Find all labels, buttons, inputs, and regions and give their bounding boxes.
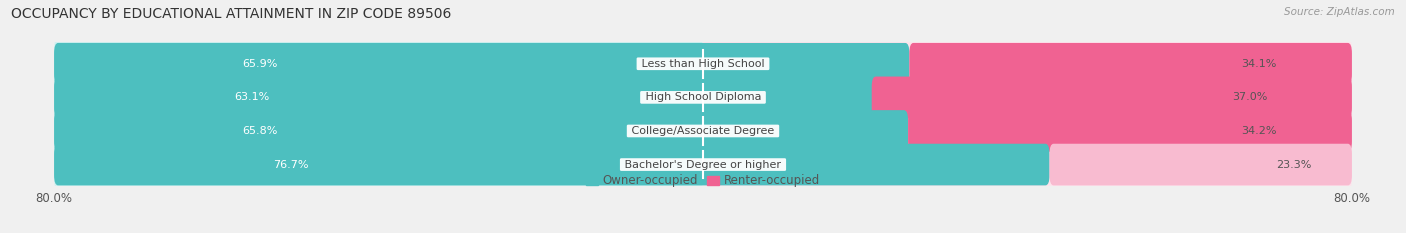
FancyBboxPatch shape [703,103,1353,158]
Legend: Owner-occupied, Renter-occupied: Owner-occupied, Renter-occupied [581,170,825,192]
FancyBboxPatch shape [53,144,1049,185]
FancyBboxPatch shape [910,43,1353,85]
FancyBboxPatch shape [53,36,703,91]
Text: Less than High School: Less than High School [638,59,768,69]
Text: Bachelor's Degree or higher: Bachelor's Degree or higher [621,160,785,170]
Text: 37.0%: 37.0% [1232,92,1267,102]
Text: OCCUPANCY BY EDUCATIONAL ATTAINMENT IN ZIP CODE 89506: OCCUPANCY BY EDUCATIONAL ATTAINMENT IN Z… [11,7,451,21]
Text: 65.8%: 65.8% [242,126,277,136]
Text: 63.1%: 63.1% [235,92,270,102]
FancyBboxPatch shape [53,137,703,192]
FancyBboxPatch shape [1049,144,1353,185]
FancyBboxPatch shape [53,103,703,158]
Text: 23.3%: 23.3% [1277,160,1312,170]
FancyBboxPatch shape [53,110,908,152]
Text: Source: ZipAtlas.com: Source: ZipAtlas.com [1284,7,1395,17]
FancyBboxPatch shape [703,137,1353,192]
Text: 76.7%: 76.7% [273,160,308,170]
FancyBboxPatch shape [703,36,1353,91]
Text: 65.9%: 65.9% [242,59,277,69]
Text: 34.2%: 34.2% [1241,126,1277,136]
Text: High School Diploma: High School Diploma [641,92,765,102]
FancyBboxPatch shape [908,110,1353,152]
FancyBboxPatch shape [53,77,873,118]
FancyBboxPatch shape [703,70,1353,125]
FancyBboxPatch shape [53,70,703,125]
Text: 34.1%: 34.1% [1241,59,1277,69]
FancyBboxPatch shape [53,43,910,85]
Text: College/Associate Degree: College/Associate Degree [628,126,778,136]
FancyBboxPatch shape [872,77,1353,118]
